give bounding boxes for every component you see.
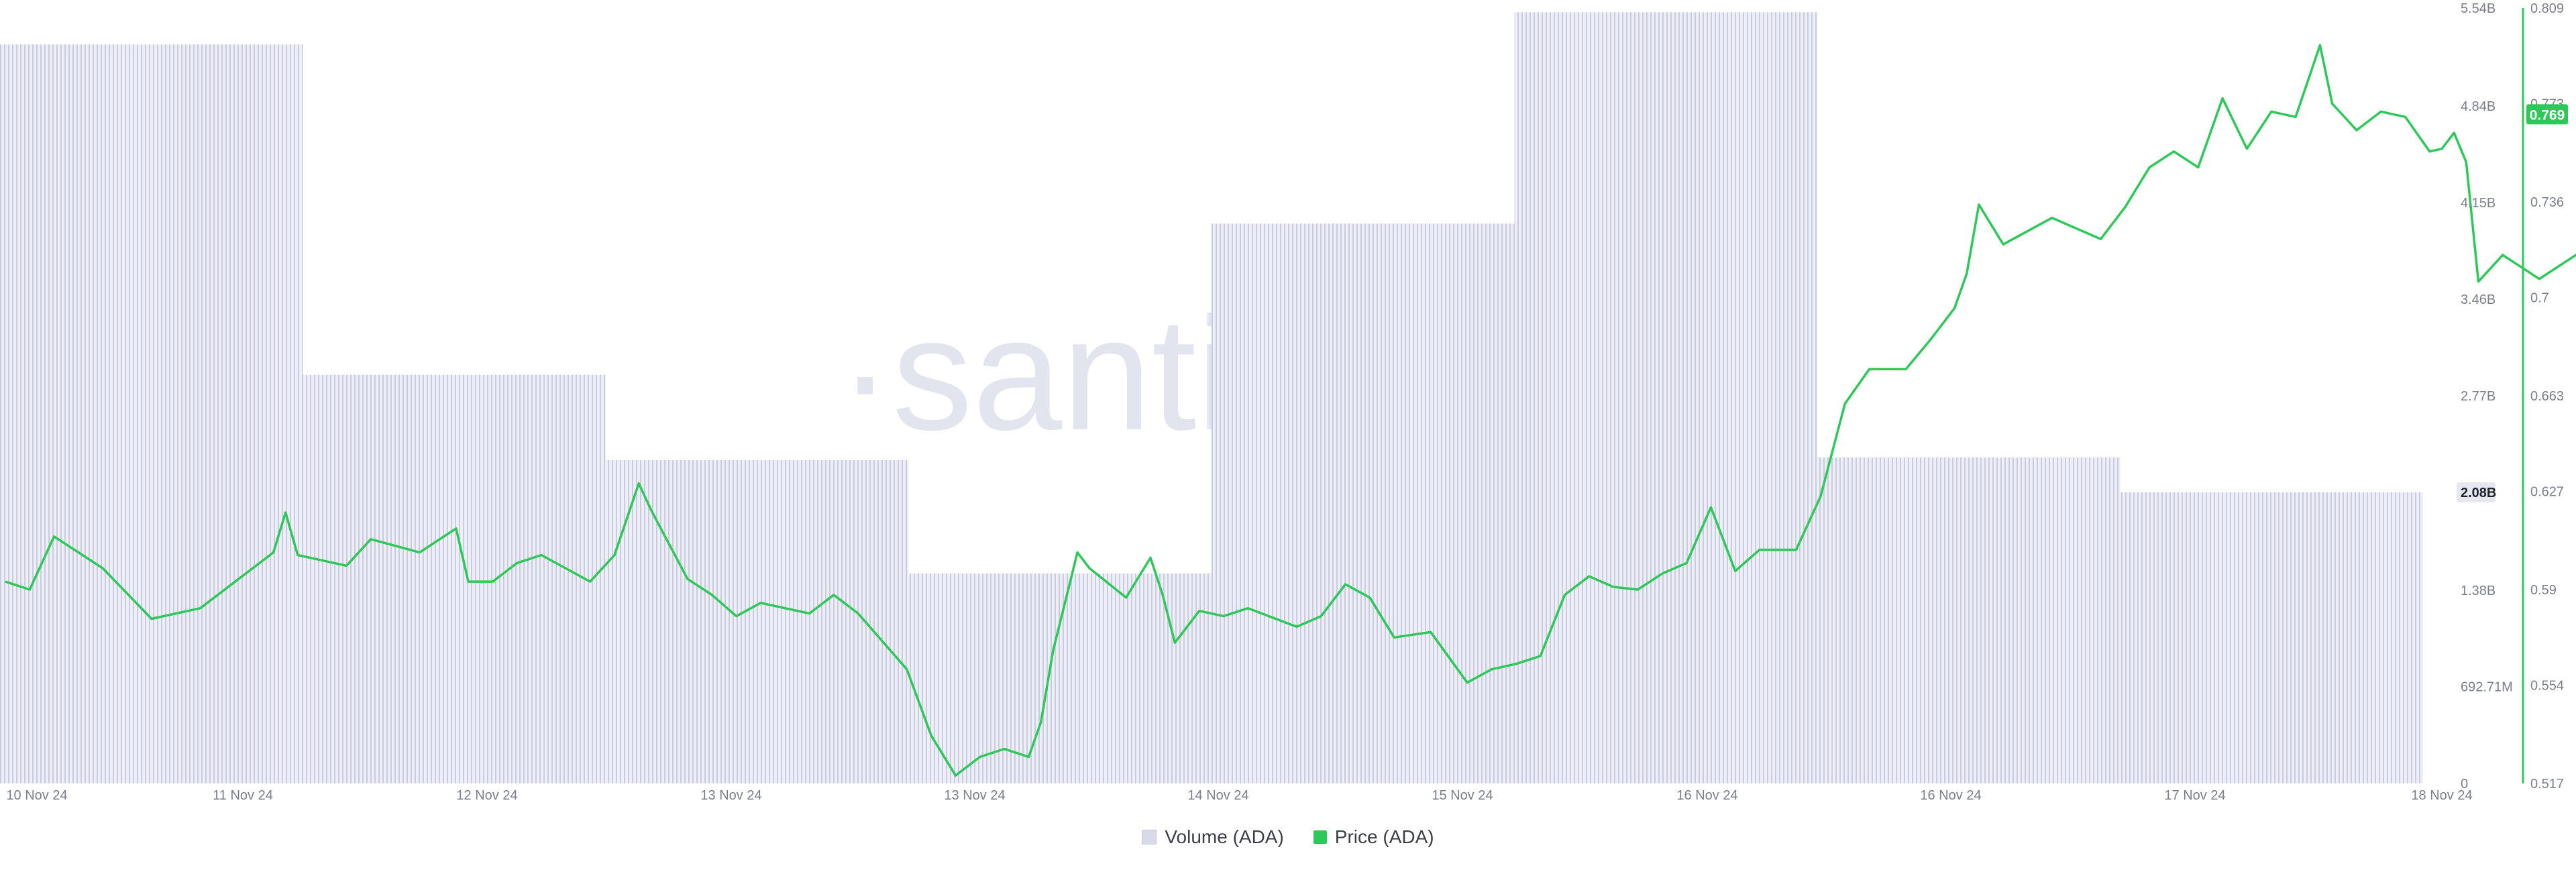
volume-bar	[1212, 223, 1515, 783]
price-axis: 0.5170.5540.590.6270.6630.70.7360.7730.8…	[2522, 1, 2568, 792]
volume-tick-label: 0	[2461, 777, 2468, 792]
volume-tick-label: 1.38B	[2461, 584, 2496, 598]
price-tick-label: 0.554	[2530, 679, 2564, 694]
x-tick-label: 18 Nov 24	[2411, 788, 2472, 803]
volume-tick-label: 4.15B	[2461, 196, 2496, 211]
chart-legend: Volume (ADA) Price (ADA)	[0, 826, 2576, 848]
price-tick-label: 0.59	[2530, 583, 2557, 598]
volume-bar	[2120, 492, 2423, 783]
price-tick-label: 0.736	[2530, 195, 2564, 210]
volume-tick-label: 4.84B	[2461, 99, 2496, 114]
x-tick-label: 10 Nov 24	[6, 788, 67, 803]
x-tick-label: 13 Nov 24	[700, 788, 761, 803]
x-tick-label: 13 Nov 24	[944, 788, 1005, 803]
legend-price-label: Price (ADA)	[1334, 826, 1434, 847]
legend-item-price[interactable]: Price (ADA)	[1313, 826, 1434, 848]
volume-current-label: 2.08B	[2461, 486, 2496, 500]
legend-volume-label: Volume (ADA)	[1165, 826, 1284, 847]
x-tick-label: 12 Nov 24	[456, 788, 517, 803]
volume-bar	[303, 374, 606, 783]
price-tick-label: 0.663	[2530, 389, 2564, 404]
price-tick-label: 0.809	[2530, 1, 2564, 16]
x-tick-label: 11 Nov 24	[213, 788, 273, 803]
x-tick-label: 17 Nov 24	[2164, 788, 2225, 803]
volume-current-badge	[2457, 482, 2496, 502]
price-current-badge	[2526, 104, 2568, 125]
volume-tick-label: 5.54B	[2461, 1, 2496, 16]
volume-bar	[0, 44, 303, 784]
volume-tick-label: 692.71M	[2461, 679, 2513, 694]
volume-tick-label: 3.46B	[2461, 292, 2496, 307]
price-line	[5, 44, 2576, 777]
volume-tick-label: 2.77B	[2461, 389, 2496, 404]
price-current-label: 0.769	[2530, 107, 2565, 123]
x-tick-label: 15 Nov 24	[1432, 788, 1493, 803]
price-tick-label: 0.517	[2530, 777, 2564, 792]
x-axis: 10 Nov 24 11 Nov 24 12 Nov 24 13 Nov 24 13 N…	[6, 788, 2472, 803]
price-tick-label: 0.7	[2530, 291, 2549, 306]
x-tick-label: 14 Nov 24	[1187, 788, 1248, 803]
legend-item-volume[interactable]: Volume (ADA)	[1142, 826, 1284, 848]
price-tick-label: 0.627	[2530, 485, 2564, 500]
price-swatch-icon	[1313, 830, 1327, 844]
x-tick-label: 16 Nov 24	[1920, 788, 1981, 803]
x-tick-label: 16 Nov 24	[1676, 788, 1737, 803]
volume-bar	[1817, 457, 2121, 783]
volume-bar	[1514, 12, 1817, 784]
volume-axis: 0 692.71M 1.38B 2.08B 2.77B 3.46B 4.15B 4.84B 5.…	[2457, 1, 2513, 792]
volume-bar	[908, 574, 1212, 783]
volume-bars	[0, 12, 2423, 784]
volume-swatch-icon	[1142, 830, 1157, 844]
volume-bar	[606, 459, 909, 783]
